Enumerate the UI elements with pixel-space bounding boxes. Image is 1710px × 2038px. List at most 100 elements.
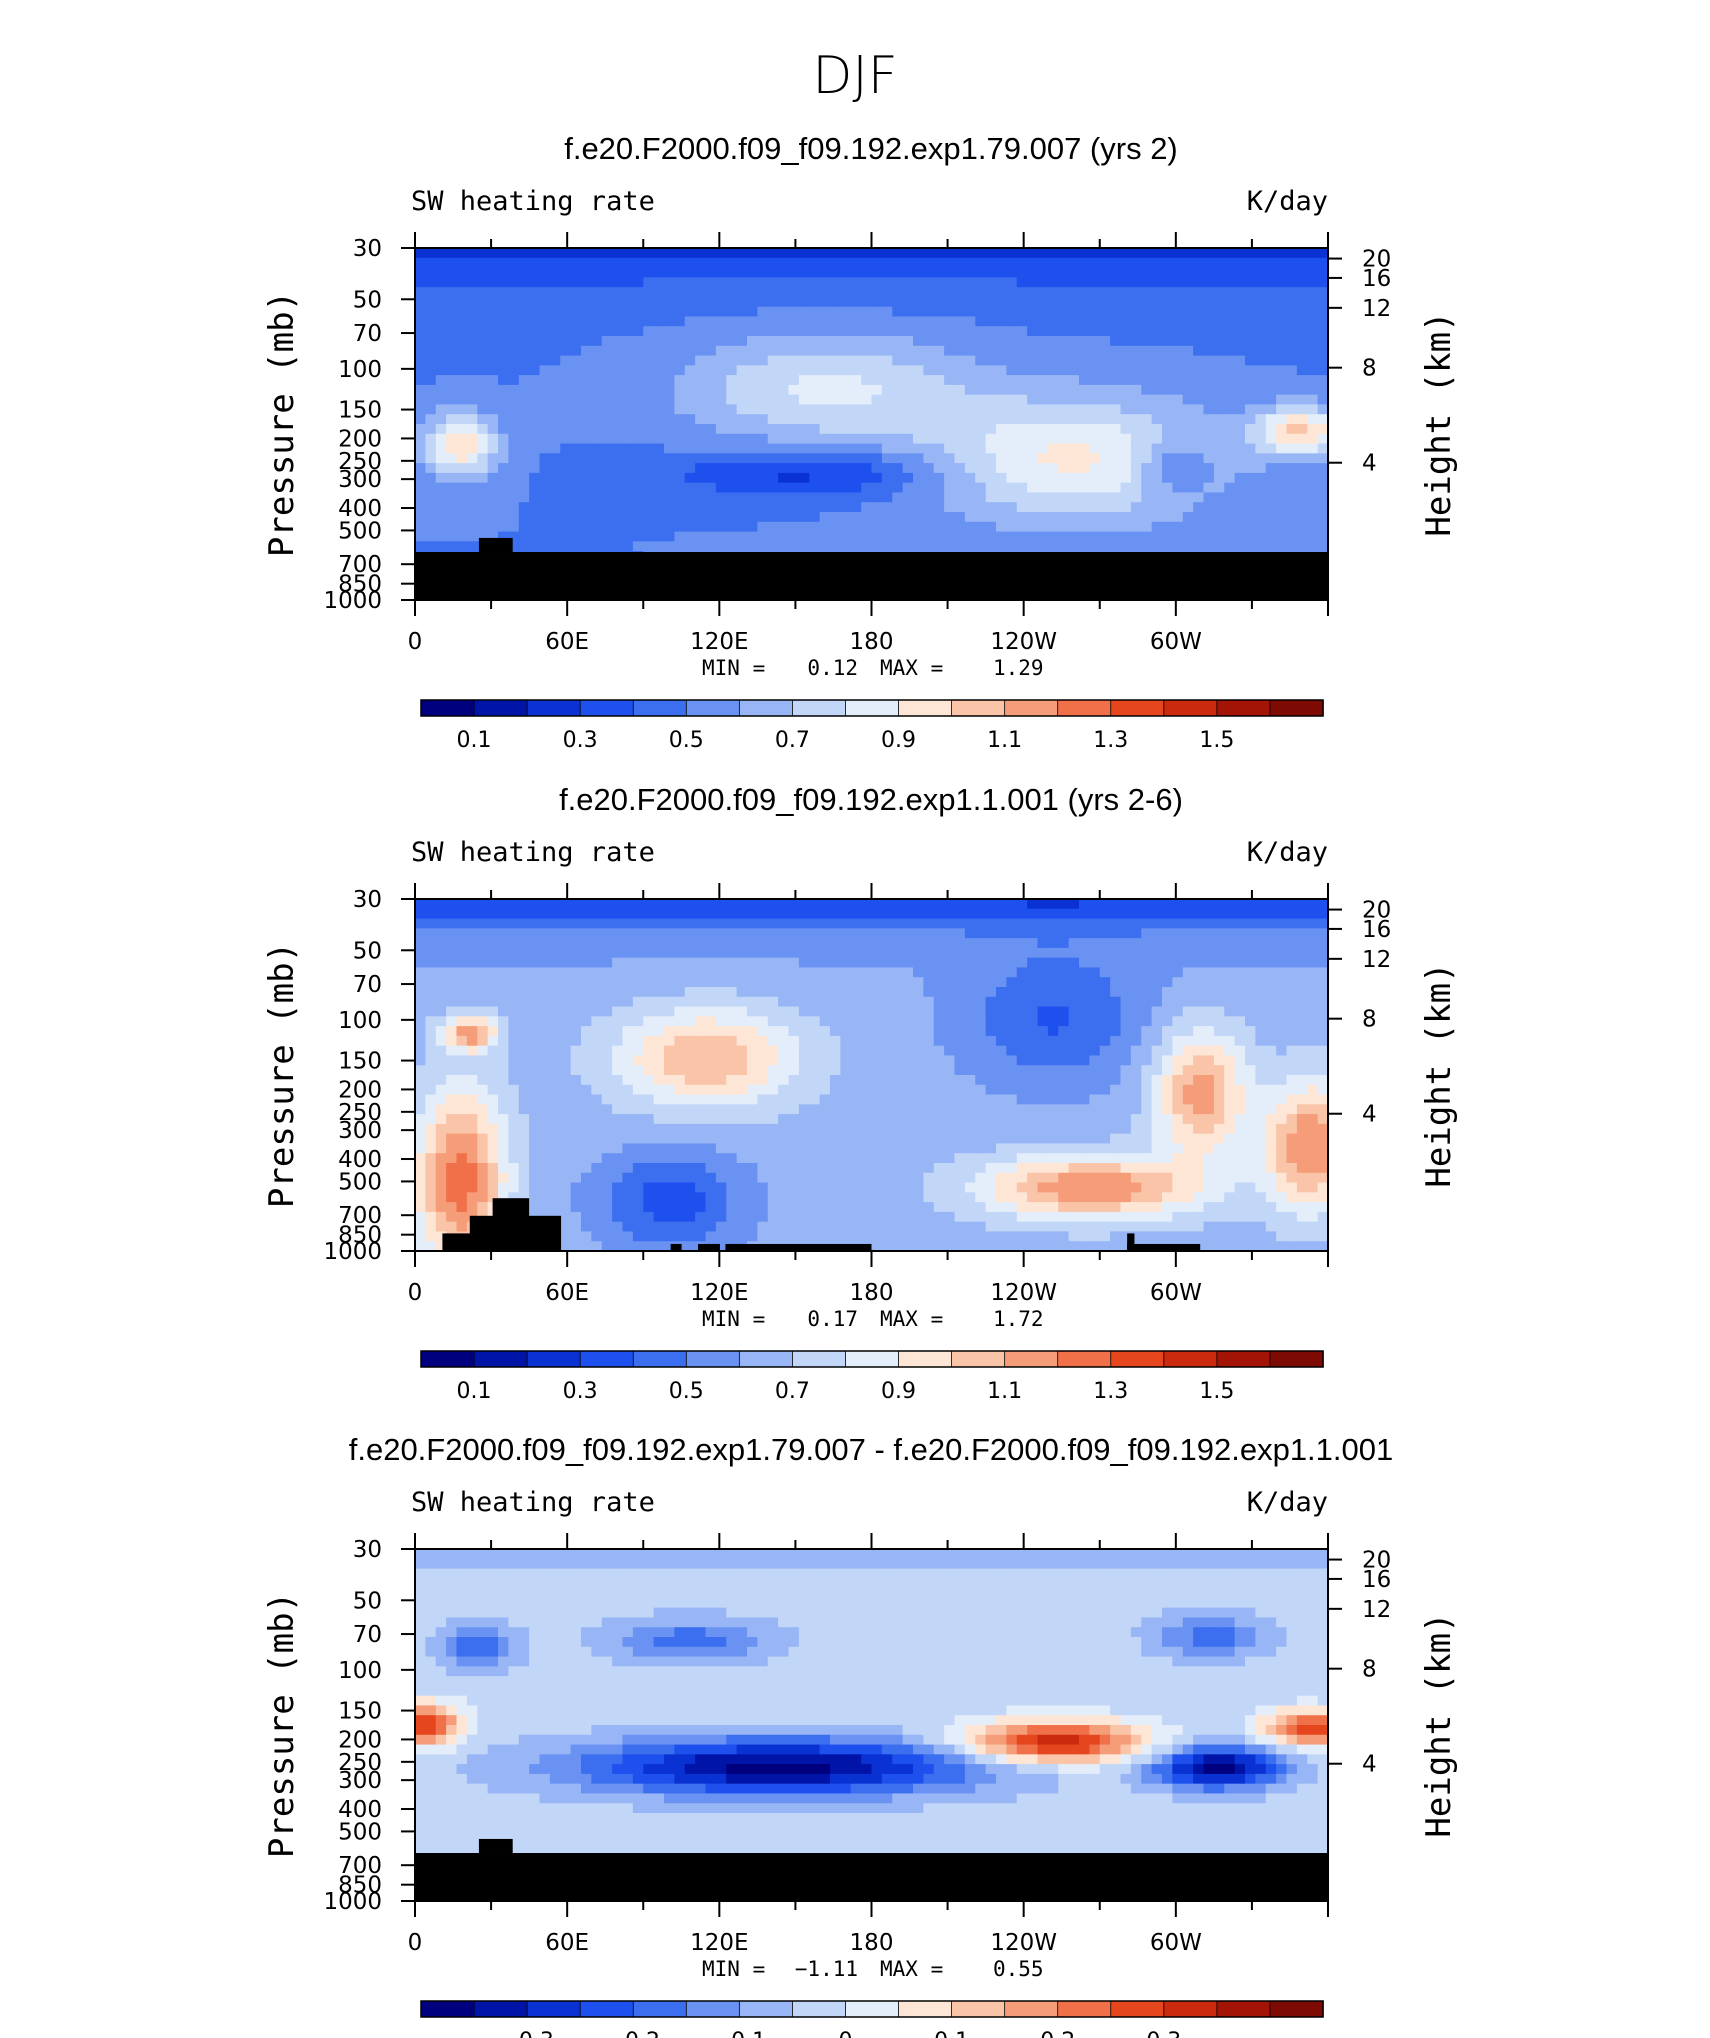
field-cell — [767, 482, 779, 494]
field-cell — [1006, 521, 1018, 533]
field-cell — [726, 424, 738, 435]
field-cell — [1296, 267, 1308, 278]
field-cell — [1296, 414, 1308, 425]
field-cell — [954, 1035, 966, 1047]
field-cell — [549, 336, 561, 347]
field-cell — [850, 472, 862, 484]
field-cell — [913, 443, 924, 454]
field-cell — [1286, 928, 1298, 939]
field-cell — [1296, 541, 1308, 552]
field-cell — [1286, 1026, 1298, 1037]
field-cell — [684, 306, 696, 318]
field-cell — [653, 355, 665, 366]
field-cell — [788, 928, 800, 939]
field-cell — [933, 326, 945, 337]
field-cell — [1317, 928, 1329, 939]
field-cell — [1068, 996, 1080, 1008]
field-cell — [1006, 384, 1018, 396]
field-cell — [778, 463, 790, 474]
field-cell — [954, 345, 966, 357]
field-cell — [736, 1035, 748, 1047]
field-cell — [1141, 928, 1153, 939]
field-cell — [1037, 472, 1049, 484]
field-cell — [1079, 257, 1090, 269]
field-cell — [1307, 463, 1319, 474]
field-cell — [684, 967, 696, 978]
field-cell — [1037, 987, 1049, 998]
field-cell — [1058, 414, 1070, 425]
ground-mask — [415, 537, 1328, 600]
field-cell — [674, 482, 686, 494]
field-cell — [1224, 1055, 1236, 1066]
field-cell — [881, 287, 893, 298]
field-cell — [1193, 541, 1205, 552]
field-cell — [508, 899, 520, 910]
field-cell — [798, 345, 810, 357]
field-cell — [1110, 453, 1122, 464]
field-cell — [705, 502, 717, 513]
field-cell — [1255, 355, 1267, 366]
field-cell — [1120, 512, 1132, 523]
field-cell — [508, 1026, 520, 1037]
field-cell — [570, 326, 582, 337]
field-cell — [570, 267, 582, 278]
field-cell — [1203, 1006, 1215, 1017]
field-cell — [747, 541, 758, 552]
field-cell — [1296, 1045, 1308, 1057]
field-cell — [788, 987, 800, 998]
field-cell — [518, 355, 530, 366]
field-cell — [477, 1016, 489, 1027]
field-cell — [1182, 918, 1194, 929]
field-cell — [954, 394, 966, 406]
field-cell — [1193, 287, 1205, 298]
field-cell — [757, 1026, 769, 1037]
field-cell — [674, 248, 686, 259]
field-cell — [726, 1065, 738, 1076]
field-cell — [861, 531, 873, 542]
field-cell — [487, 987, 499, 998]
field-cell — [1120, 987, 1132, 998]
field-cell — [466, 433, 478, 445]
field-cell — [1068, 1006, 1080, 1017]
field-cell — [985, 928, 997, 939]
y-tick-label: 850 — [338, 572, 382, 598]
field-cell — [1203, 521, 1215, 533]
field-cell — [767, 928, 779, 939]
field-cell — [964, 512, 976, 523]
field-cell — [850, 977, 862, 988]
field-cell — [1120, 977, 1132, 988]
field-cell — [653, 899, 665, 910]
field-cell — [1141, 1045, 1153, 1057]
field-cell — [456, 355, 468, 366]
field-cell — [518, 453, 530, 464]
field-cell — [1120, 899, 1132, 910]
field-cell — [1058, 453, 1070, 464]
field-cell — [788, 1084, 800, 1096]
field-cell — [508, 1016, 520, 1027]
field-cell — [1213, 967, 1225, 978]
field-cell — [830, 453, 841, 464]
field-cell — [1276, 404, 1288, 415]
field-cell — [622, 267, 634, 278]
field-cell — [902, 947, 914, 959]
field-cell — [674, 365, 686, 376]
field-cell — [601, 1065, 613, 1076]
field-cell — [1027, 287, 1039, 298]
field-cell — [788, 947, 800, 959]
field-cell — [1286, 1055, 1298, 1066]
field-cell — [1224, 463, 1236, 474]
field-cell — [1193, 472, 1205, 484]
field-cell — [653, 326, 665, 337]
field-cell — [1182, 1026, 1194, 1037]
field-cell — [560, 1045, 572, 1057]
field-cell — [1089, 1035, 1101, 1047]
field-cell — [975, 267, 987, 278]
field-cell — [850, 918, 862, 929]
field-cell — [674, 1026, 686, 1037]
field-cell — [954, 928, 966, 939]
field-cell — [622, 899, 634, 910]
field-cell — [1162, 463, 1173, 474]
field-cell — [1141, 375, 1153, 386]
field-cell — [1079, 987, 1090, 998]
field-cell — [923, 443, 935, 454]
